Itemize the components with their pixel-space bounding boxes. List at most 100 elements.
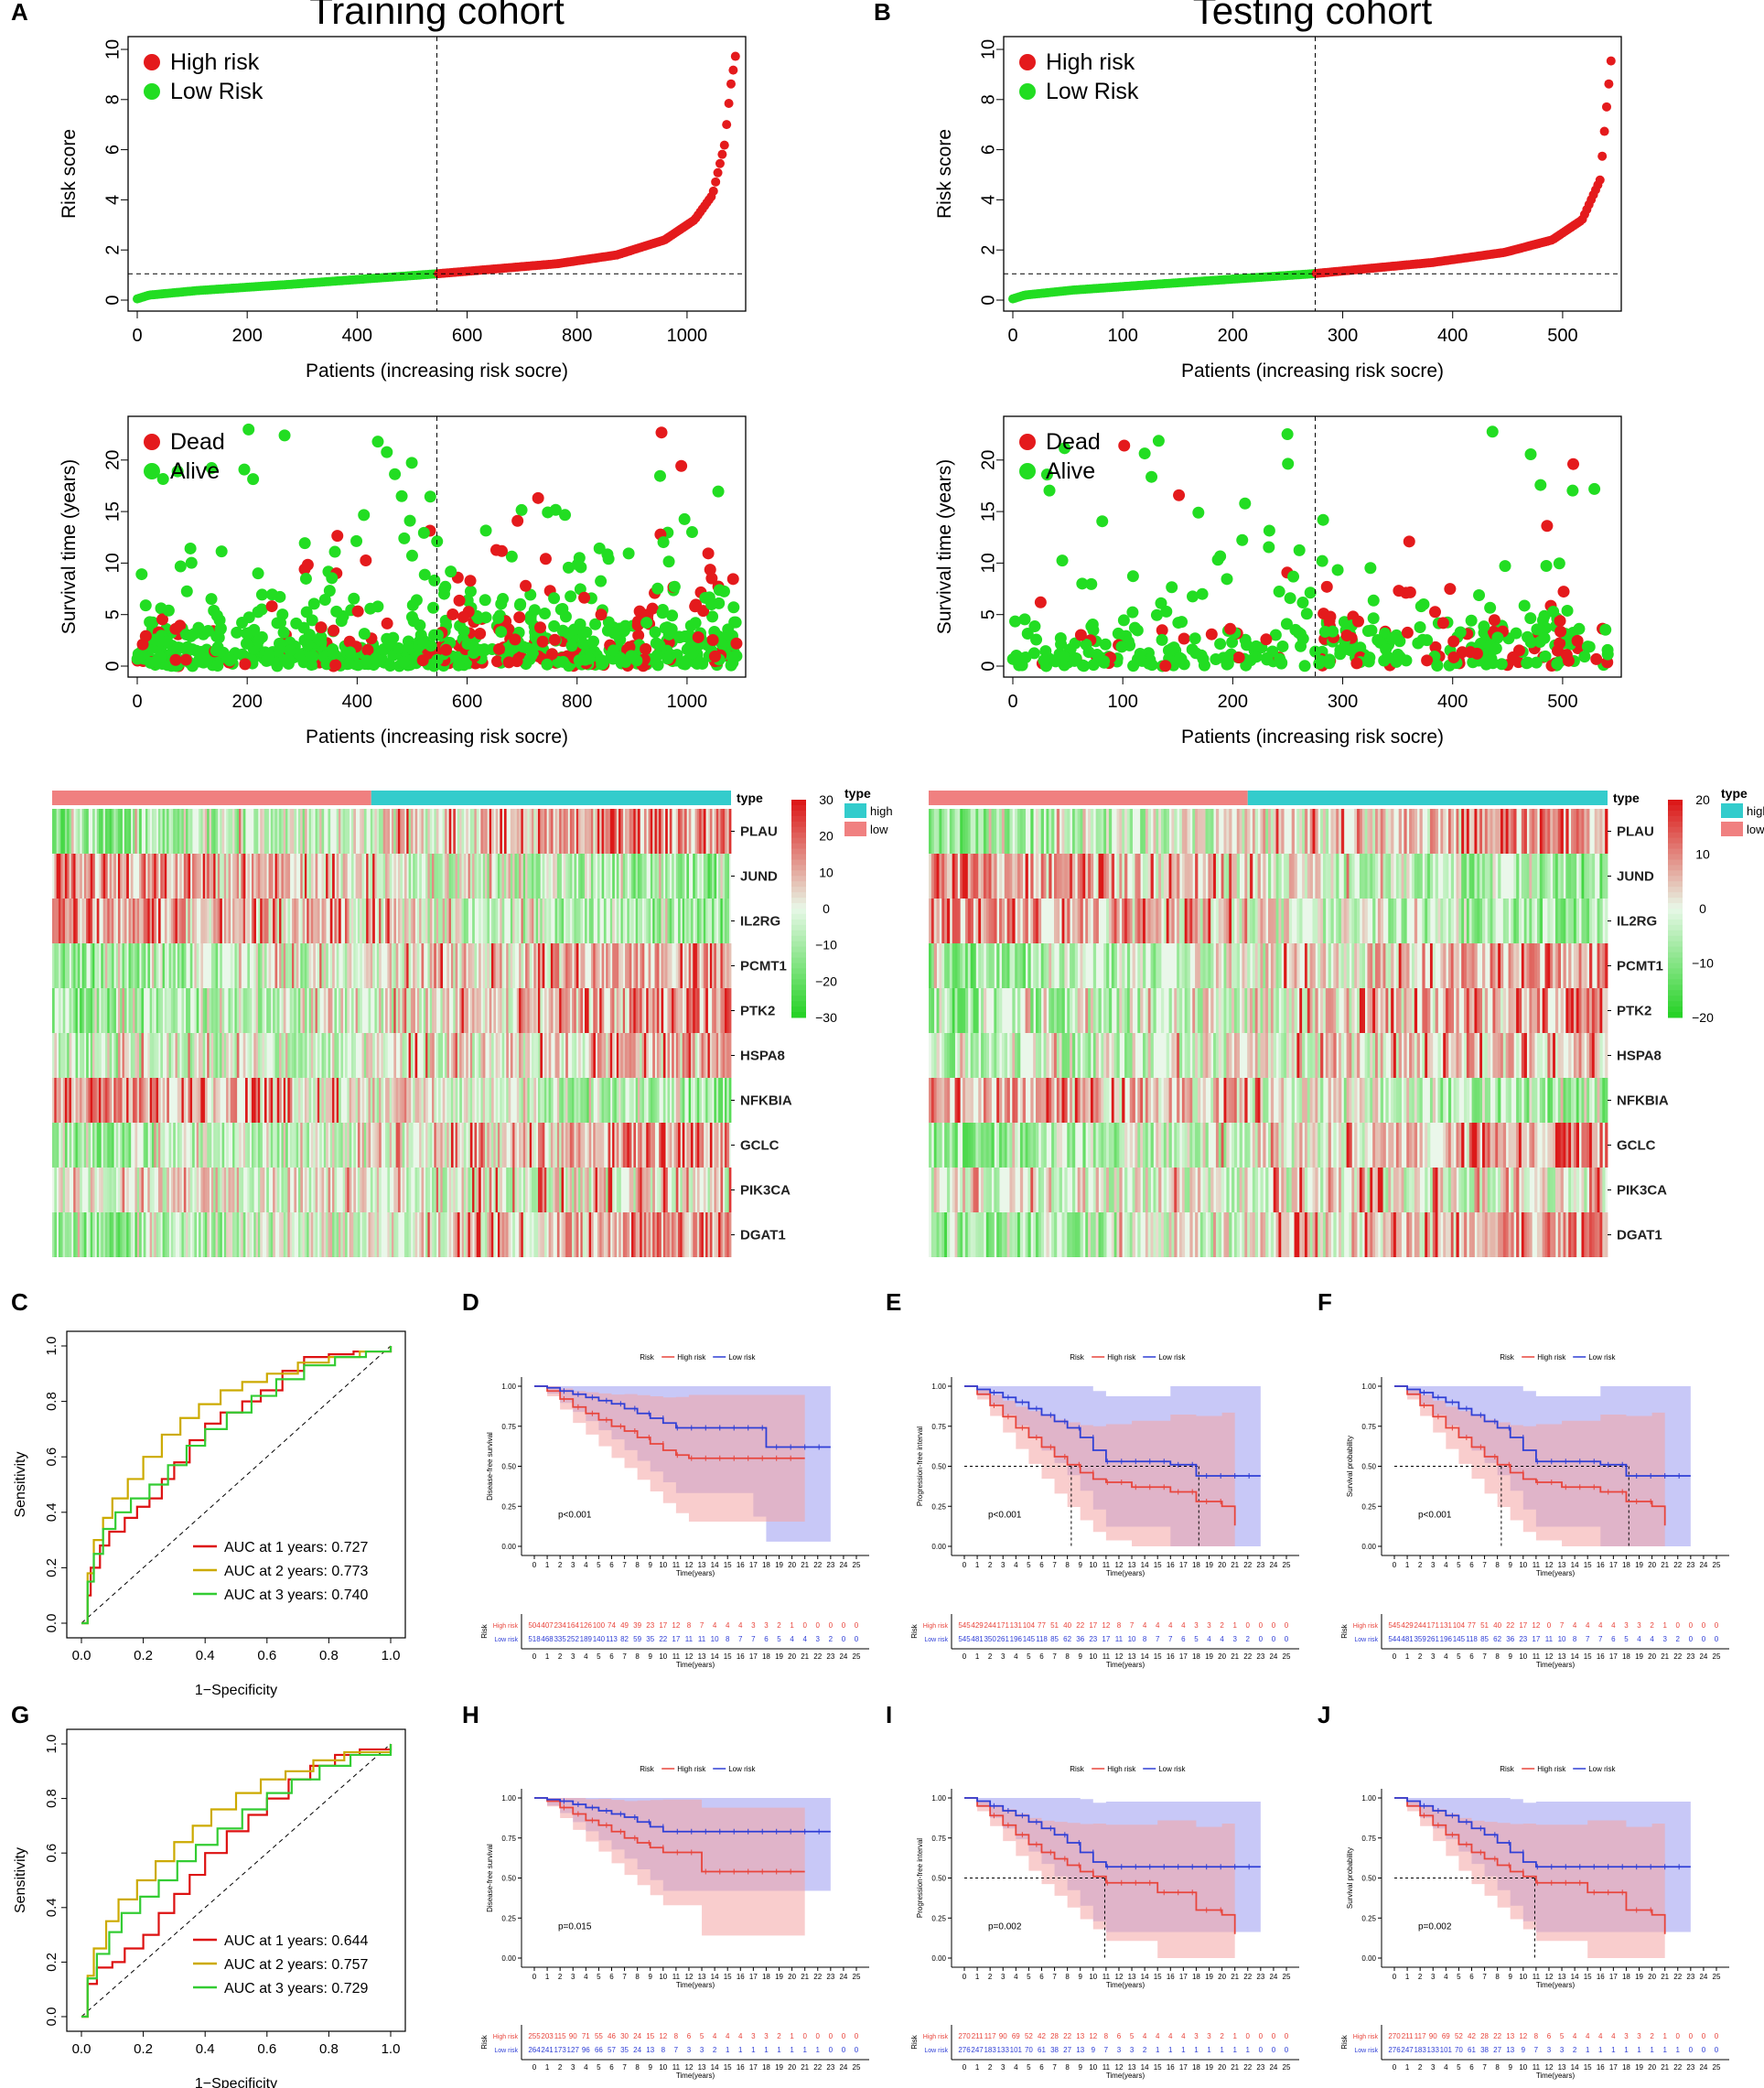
heat-cell [215, 1212, 219, 1257]
heat-cell [1143, 854, 1146, 899]
heat-cell [349, 1123, 352, 1168]
colorbar-tick-label: 10 [819, 865, 834, 879]
heat-cell [572, 1168, 575, 1212]
heat-cell [720, 809, 724, 854]
heat-cell [637, 1212, 640, 1257]
heat-cell [188, 1168, 191, 1212]
heat-cell [221, 1168, 225, 1212]
heat-cell [427, 854, 431, 899]
heat-cell [336, 1212, 339, 1257]
heat-cell [1346, 854, 1350, 899]
heat-cell [179, 809, 182, 854]
heat-cell [497, 1123, 500, 1168]
heat-cell [215, 988, 219, 1033]
heat-cell [387, 1168, 391, 1212]
heat-cell [1447, 899, 1452, 943]
heat-cell [274, 1033, 278, 1078]
heat-cell [489, 988, 492, 1033]
heat-cell [242, 809, 246, 854]
heat-cell [136, 1212, 140, 1257]
alive-point [556, 602, 569, 615]
heat-cell [489, 1123, 492, 1168]
panel-letter-c: C [11, 1288, 28, 1316]
heat-cell [469, 988, 473, 1033]
heat-cell [725, 1123, 727, 1168]
heat-cell [586, 988, 590, 1033]
heat-cell [173, 943, 176, 988]
heat-cell [1275, 899, 1279, 943]
heat-cell [122, 943, 125, 988]
panel-letter-j: J [1318, 1701, 1330, 1728]
y-axis-label: Risk score [934, 129, 955, 219]
heat-cell [230, 1078, 233, 1123]
heat-cell [582, 1033, 586, 1078]
heat-cell [372, 809, 375, 854]
heat-cell [1372, 809, 1376, 854]
heat-cell [622, 988, 626, 1033]
heat-cell [175, 1168, 178, 1212]
heatmap-row-dgat1: DGAT1 [52, 1212, 786, 1257]
heat-cell [572, 1212, 575, 1257]
heat-cell [353, 1078, 356, 1123]
alive-point [223, 652, 236, 665]
colorbar-step [791, 892, 806, 899]
heat-cell [408, 809, 412, 854]
alive-point [307, 597, 320, 610]
heat-cell [257, 988, 261, 1033]
heat-cell [179, 854, 182, 899]
heat-cell [975, 899, 979, 943]
heat-cell [372, 1033, 375, 1078]
heat-cell [678, 899, 681, 943]
heat-cell [1189, 854, 1193, 899]
heat-cell [999, 809, 1003, 854]
heat-cell [597, 809, 600, 854]
heat-cell [500, 899, 502, 943]
heat-cell [126, 854, 129, 899]
heat-cell [416, 1168, 420, 1212]
heat-cell [620, 899, 624, 943]
heat-cell [376, 899, 380, 943]
gene-label: PLAU [740, 824, 778, 840]
heat-cell [210, 1168, 214, 1212]
heat-cell [1166, 809, 1169, 854]
heat-cell [389, 1212, 393, 1257]
alive-point [472, 643, 485, 656]
heat-cell [101, 809, 104, 854]
heat-cell [590, 943, 594, 988]
heat-cell [444, 988, 447, 1033]
heat-cell [336, 943, 339, 988]
heat-cell [1320, 809, 1324, 854]
heat-cell [241, 809, 244, 854]
heat-cell [646, 988, 649, 1033]
heat-cell [1236, 809, 1241, 854]
alive-point [1085, 577, 1098, 590]
heat-cell [1322, 899, 1327, 943]
heat-cell [156, 1212, 159, 1257]
heat-cell [519, 1123, 522, 1168]
heat-cell [141, 943, 145, 988]
heat-cell [556, 1168, 560, 1212]
alive-point [703, 591, 715, 604]
alive-point [1098, 655, 1111, 668]
heat-cell [1101, 854, 1104, 899]
heat-cell [429, 988, 433, 1033]
heat-cell [154, 943, 157, 988]
heat-cell [120, 854, 123, 899]
heat-cell [512, 854, 515, 899]
heat-cell [175, 988, 178, 1033]
heat-cell [213, 1033, 216, 1078]
heat-cell [134, 1078, 138, 1123]
heat-cell [1419, 854, 1423, 899]
heat-cell [720, 1078, 724, 1123]
heat-cell [601, 1168, 605, 1212]
heat-cell [641, 1078, 645, 1123]
heat-cell [620, 1078, 624, 1123]
heat-cell [410, 899, 414, 943]
heat-cell [1435, 899, 1438, 943]
heat-cell [1554, 899, 1559, 943]
dead-point [1470, 647, 1483, 660]
heat-cell [585, 899, 587, 943]
heat-cell [321, 899, 325, 943]
heat-cell [726, 809, 730, 854]
alive-point [1518, 599, 1531, 612]
